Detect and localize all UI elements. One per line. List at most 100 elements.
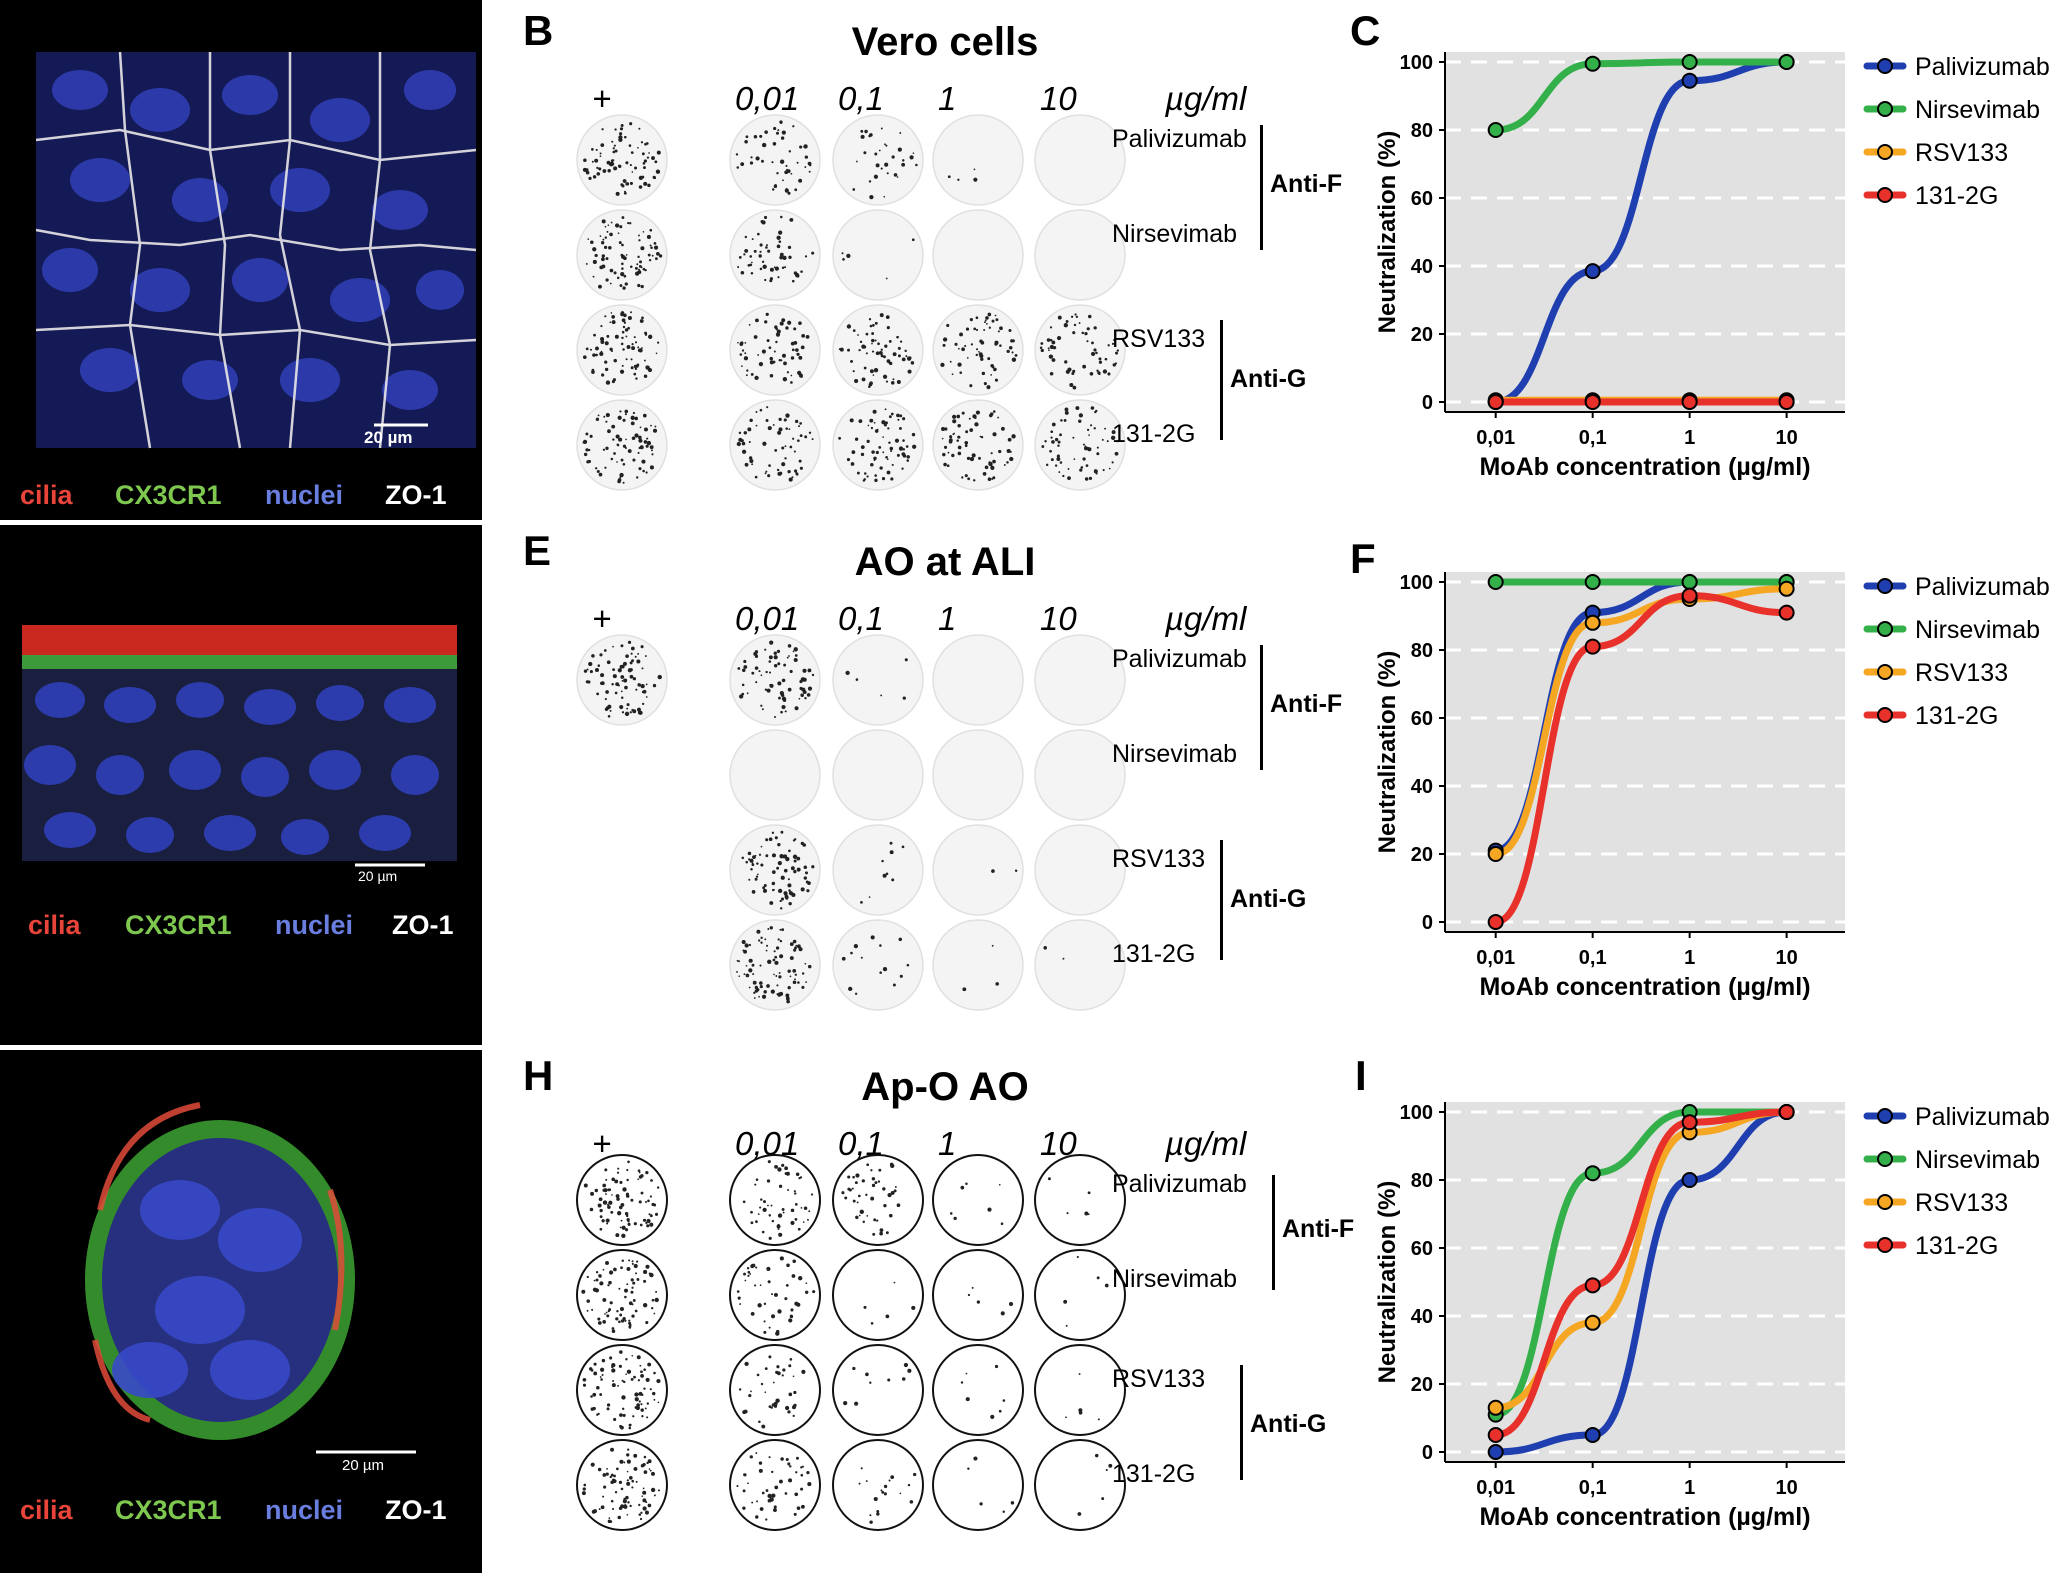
x-axis-title: MoAb concentration (µg/ml): [1479, 973, 1810, 1001]
x-tick-label: 0,01: [1476, 427, 1515, 449]
data-point: [1681, 587, 1698, 604]
plaque-well: [932, 729, 1024, 821]
legend-label: 131-2G: [1915, 182, 1998, 210]
plaque-well: [576, 1154, 668, 1246]
plaque-well: [832, 1154, 924, 1246]
data-point: [1584, 263, 1601, 280]
data-point: [1487, 1427, 1504, 1443]
plaque-well: [932, 1344, 1024, 1436]
anti-g-label: Anti-G: [1230, 885, 1307, 913]
plot-area: [1445, 572, 1845, 932]
plaque-well: [1034, 209, 1126, 301]
unit-label: µg/ml: [1165, 1125, 1247, 1162]
plaque-well: [832, 399, 924, 491]
anti-g-label: Anti-G: [1250, 1410, 1327, 1438]
legend-marker: [1877, 1194, 1893, 1210]
legend-nuclei: nuclei: [275, 910, 354, 940]
y-tick-label: 20: [1411, 324, 1433, 346]
legend-cilia: cilia: [20, 480, 73, 510]
plaque-well: [932, 1249, 1024, 1341]
anti-f-label: Anti-F: [1270, 170, 1343, 198]
anti-f-label: Anti-F: [1282, 1215, 1355, 1243]
y-tick-label: 100: [1400, 1102, 1433, 1124]
micrograph-g: 20 µm cilia CX3CR1 nuclei ZO-1: [0, 1050, 482, 1573]
plaque-well: [576, 304, 668, 396]
antibody-row-label: 131-2G: [1112, 1460, 1196, 1488]
plaque-well: [576, 1249, 668, 1341]
neutralization-chart-c: 0 20 40 60 80 100 0,01 0,1 1 10 MoAb concentration…: [1374, 52, 2050, 481]
scale-bar-a: 20 µm: [364, 428, 413, 447]
y-tick-label: 100: [1400, 52, 1433, 74]
anti-g-bracket: [1220, 840, 1223, 960]
x-tick-label: 0,01: [1476, 947, 1515, 969]
unit-label: µg/ml: [1165, 600, 1247, 637]
data-point: [1778, 580, 1795, 597]
plaque-well: [832, 1439, 924, 1531]
data-point: [1681, 72, 1698, 89]
plaque-well: [729, 399, 821, 491]
plaque-well: [932, 824, 1024, 916]
plaque-well: [729, 729, 821, 821]
legend-marker: [1877, 1237, 1893, 1253]
plaque-well: [1034, 114, 1126, 206]
antibody-row-label: Nirsevimab: [1112, 740, 1238, 768]
micrograph-d-image: 20 µm: [22, 625, 457, 884]
series-line: [1492, 585, 1791, 858]
anti-g-bracket: [1220, 320, 1223, 440]
legend-label: 131-2G: [1915, 1232, 1998, 1260]
plaque-well: [832, 919, 924, 1011]
x-tick-label: 10: [1775, 1477, 1797, 1499]
y-tick-label: 60: [1411, 708, 1433, 730]
data-point: [1487, 574, 1504, 590]
plaque-well: [1034, 1344, 1126, 1436]
control-label: +: [592, 1125, 612, 1162]
data-point: [1778, 394, 1795, 410]
plaque-panel-title: Ap-O AO: [861, 1065, 1029, 1109]
data-point: [1681, 1114, 1698, 1131]
antibody-row-label: Nirsevimab: [1112, 220, 1238, 248]
legend-marker: [1877, 621, 1893, 637]
plaque-well: [1034, 824, 1126, 916]
legend-cilia: cilia: [20, 1495, 73, 1525]
legend-marker: [1877, 101, 1893, 117]
anti-f-bracket: [1260, 125, 1263, 250]
plaque-well: [1034, 1439, 1126, 1531]
plaque-well: [1034, 919, 1126, 1011]
plaque-panel-title: Vero cells: [851, 20, 1039, 64]
legend-marker: [1877, 144, 1893, 160]
legend-zo1: ZO-1: [392, 910, 454, 940]
plaque-well: [576, 399, 668, 491]
plaque-panel-0: Vero cells +0,01 0,1 1 10 µg/ml Palivizumab Nir…: [540, 20, 1360, 525]
y-tick-label: 40: [1411, 776, 1433, 798]
plaque-well: [832, 634, 924, 726]
legend-nuclei: nuclei: [265, 480, 344, 510]
y-axis-title: Neutralization (%): [1374, 651, 1401, 854]
antibody-row-label: Palivizumab: [1112, 645, 1247, 673]
plaque-well: [932, 399, 1024, 491]
plaque-well: [1034, 304, 1126, 396]
plaque-well: [932, 209, 1024, 301]
concentration-label: 1: [938, 600, 957, 637]
data-point: [1487, 122, 1504, 138]
neutralization-chart-i: 0 20 40 60 80 100 0,01 0,1 1 10 MoAb concentration…: [1374, 1102, 2050, 1531]
concentration-label: 10: [1040, 80, 1077, 117]
plaque-well: [729, 1154, 821, 1246]
plaque-well: [729, 919, 821, 1011]
series-line: [1492, 1108, 1791, 1439]
y-tick-label: 80: [1411, 1170, 1433, 1192]
antibody-row-label: 131-2G: [1112, 420, 1196, 448]
data-point: [1778, 54, 1795, 70]
legend-label: RSV133: [1915, 659, 2008, 687]
panel-letter-b: B: [523, 7, 554, 54]
plaque-well: [729, 634, 821, 726]
x-axis-title: MoAb concentration (µg/ml): [1479, 453, 1810, 481]
plaque-wells: [576, 1154, 1126, 1531]
plaque-well: [832, 1249, 924, 1341]
concentration-label: 1: [938, 1125, 957, 1162]
plaque-well: [832, 824, 924, 916]
series-line: [1492, 58, 1791, 406]
concentration-label: 0,1: [838, 80, 884, 117]
x-tick-label: 0,1: [1579, 947, 1607, 969]
panel-letter-c: C: [1350, 7, 1381, 54]
y-tick-label: 60: [1411, 188, 1433, 210]
